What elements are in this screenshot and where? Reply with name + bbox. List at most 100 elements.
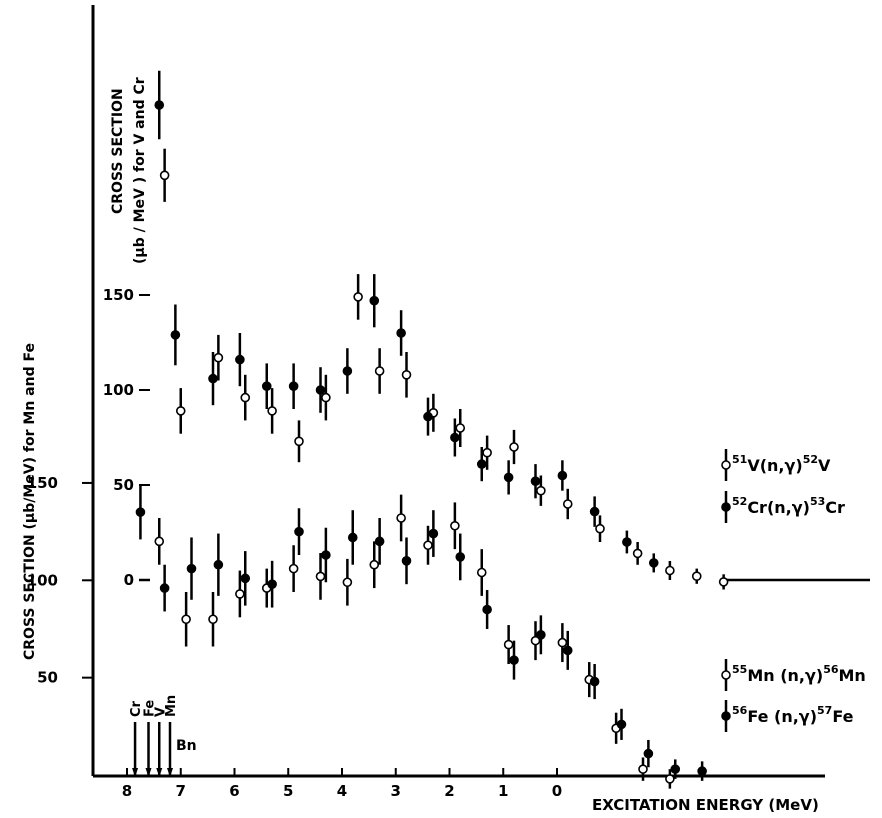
data-point-open — [396, 513, 406, 523]
data-point-filled — [643, 748, 654, 759]
data-point-filled — [135, 507, 146, 517]
data-point-open — [595, 523, 605, 534]
data-point-filled — [423, 411, 433, 422]
data-point-open — [208, 614, 218, 625]
data-point-open — [401, 369, 412, 380]
data-point-filled — [154, 100, 165, 110]
data-point-filled — [562, 645, 573, 656]
data-point-open — [154, 536, 165, 547]
x-tick-label: 8 — [122, 782, 132, 800]
x-tick-label: 3 — [391, 782, 401, 800]
x-axis-label: EXCITATION ENERGY (MeV) — [592, 796, 819, 814]
data-point-filled — [450, 432, 460, 443]
upper-y-tick-label: 100 — [103, 381, 134, 399]
legend-marker-open — [721, 460, 731, 470]
x-tick-label: 7 — [176, 782, 186, 800]
data-point-filled — [213, 559, 224, 570]
data-point-open — [342, 577, 353, 588]
data-point-open — [288, 563, 299, 574]
data-point-filled — [235, 354, 245, 365]
x-tick-label: 1 — [498, 782, 508, 800]
data-point-open — [374, 366, 385, 376]
legend-marker-filled — [721, 711, 731, 721]
legend-label-part: Mn (n,γ) — [747, 666, 823, 685]
legend-label-part: Mn — [839, 666, 866, 685]
data-point-open — [240, 392, 251, 403]
data-point-filled — [186, 563, 197, 574]
data-point-filled — [616, 719, 627, 730]
data-point-open — [530, 635, 541, 646]
data-point-open — [632, 548, 643, 559]
data-point-open — [315, 571, 326, 582]
data-point-open — [691, 571, 702, 582]
data-point-filled — [374, 536, 385, 547]
data-point-filled — [159, 583, 170, 593]
data-point-open — [562, 499, 573, 509]
legend-label-part: 56 — [823, 663, 839, 676]
threshold-arrow — [156, 768, 163, 777]
legend-marker-open — [721, 670, 731, 680]
legend-label-part: 52 — [732, 495, 747, 508]
data-point-filled — [476, 459, 487, 469]
data-point-open — [213, 352, 224, 363]
data-point-open — [665, 774, 675, 784]
upper-y-tick-label: 150 — [103, 286, 134, 304]
legend-label-part: Fe — [832, 707, 853, 726]
threshold-arrow — [145, 768, 152, 777]
legend-label: 52Cr(n,γ)53Cr — [732, 495, 845, 517]
data-point-filled — [369, 295, 380, 306]
lower-y-label: CROSS SECTION (μb/MeV) for Mn and Fe — [22, 343, 38, 660]
data-point-filled — [401, 556, 412, 566]
data-point-open — [450, 520, 460, 531]
data-point-open — [665, 565, 675, 576]
data-point-open — [557, 637, 568, 648]
legend-label-part: 56 — [732, 704, 748, 717]
legend-marker-filled — [721, 502, 731, 512]
data-point-filled — [315, 385, 326, 395]
threshold-label-v: V — [153, 707, 168, 717]
data-point-filled — [321, 550, 331, 560]
data-point-filled — [589, 506, 600, 517]
legend-label-part: 52 — [803, 453, 818, 466]
data-point-open — [235, 589, 245, 599]
data-point-filled — [530, 476, 541, 487]
threshold-arrow — [132, 768, 139, 777]
x-tick-label: 4 — [337, 782, 347, 800]
axes: 8 7 6 5 4 3 2 1 0 150 100 50 0 150 100 50 — [27, 5, 825, 800]
data-point-open — [369, 559, 380, 570]
data-point-open — [267, 406, 277, 416]
x-tick-label: 2 — [444, 782, 454, 800]
data-point-open — [294, 436, 304, 447]
data-point-filled — [267, 579, 277, 589]
data-point-open — [159, 170, 170, 181]
data-point-filled — [589, 676, 600, 687]
threshold-arrow — [167, 768, 173, 777]
legend-label: 51V(n,γ)52V — [732, 453, 831, 475]
data-point-filled — [294, 526, 304, 537]
data-point-open — [423, 540, 433, 551]
upper-y-label-line2: (μb / MeV ) for V and Cr — [132, 77, 148, 264]
data-point-open — [181, 614, 191, 625]
data-point-filled — [347, 532, 358, 543]
data-point-filled — [503, 472, 514, 483]
data-point-filled — [455, 552, 466, 562]
data-point-open — [503, 639, 514, 650]
data-point-open — [353, 292, 363, 302]
data-point-filled — [509, 655, 519, 665]
lower-y-tick-label: 100 — [27, 571, 58, 589]
data-point-filled — [396, 328, 406, 338]
legend-label-part: 53 — [810, 495, 825, 508]
data-point-open — [175, 406, 186, 416]
legend-label-part: 57 — [817, 704, 832, 717]
data-point-filled — [170, 330, 181, 340]
data-point-filled — [288, 381, 299, 392]
chart-labels: EXCITATION ENERGY (MeV) CROSS SECTION (μ… — [22, 77, 819, 814]
x-tick-label: 6 — [229, 782, 239, 800]
data-point-open — [476, 567, 487, 578]
upper-y-tick-label: 0 — [124, 571, 134, 589]
data-point-filled — [428, 528, 439, 539]
data-point-filled — [208, 373, 218, 384]
